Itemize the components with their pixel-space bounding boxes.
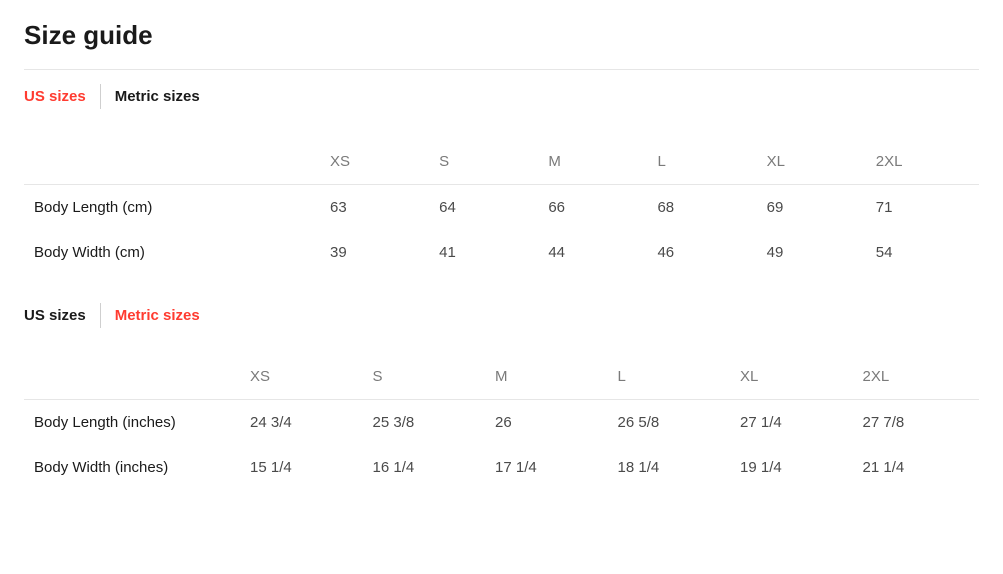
cell: 69 [761, 185, 870, 231]
cell: 71 [870, 185, 979, 231]
cell: 27 1/4 [734, 400, 857, 446]
cell: 63 [324, 185, 433, 231]
table-row: Body Width (inches) 15 1/4 16 1/4 17 1/4… [24, 445, 979, 490]
col-header-xl: XL [761, 139, 870, 185]
unit-tabs: US sizes Metric sizes [24, 84, 979, 109]
col-header-xs: XS [244, 354, 367, 400]
cell: 46 [651, 230, 760, 275]
col-header-s: S [433, 139, 542, 185]
table-row: Body Length (cm) 63 64 66 68 69 71 [24, 185, 979, 231]
cell: 27 7/8 [857, 400, 980, 446]
cell: 39 [324, 230, 433, 275]
cell: 54 [870, 230, 979, 275]
divider [24, 69, 979, 70]
col-header-xs: XS [324, 139, 433, 185]
row-label: Body Length (inches) [24, 400, 244, 446]
cell: 25 3/8 [367, 400, 490, 446]
cell: 64 [433, 185, 542, 231]
row-label: Body Width (inches) [24, 445, 244, 490]
col-header-m: M [542, 139, 651, 185]
cell: 26 [489, 400, 612, 446]
cell: 49 [761, 230, 870, 275]
tab-metric-sizes[interactable]: Metric sizes [100, 303, 214, 328]
col-header-m: M [489, 354, 612, 400]
col-header-l: L [612, 354, 735, 400]
cell: 41 [433, 230, 542, 275]
table-header-row: XS S M L XL 2XL [24, 354, 979, 400]
col-header-blank [24, 354, 244, 400]
table-header-row: XS S M L XL 2XL [24, 139, 979, 185]
col-header-l: L [651, 139, 760, 185]
cell: 16 1/4 [367, 445, 490, 490]
cell: 17 1/4 [489, 445, 612, 490]
col-header-2xl: 2XL [857, 354, 980, 400]
size-section-cm: US sizes Metric sizes XS S M L XL 2XL Bo… [24, 84, 979, 275]
cell: 68 [651, 185, 760, 231]
unit-tabs: US sizes Metric sizes [24, 303, 979, 328]
col-header-2xl: 2XL [870, 139, 979, 185]
tab-us-sizes[interactable]: US sizes [24, 303, 100, 328]
tab-metric-sizes[interactable]: Metric sizes [100, 84, 214, 109]
cell: 18 1/4 [612, 445, 735, 490]
col-header-s: S [367, 354, 490, 400]
row-label: Body Width (cm) [24, 230, 324, 275]
cell: 21 1/4 [857, 445, 980, 490]
cell: 24 3/4 [244, 400, 367, 446]
cell: 15 1/4 [244, 445, 367, 490]
page-title: Size guide [24, 20, 979, 51]
table-row: Body Width (cm) 39 41 44 46 49 54 [24, 230, 979, 275]
cell: 19 1/4 [734, 445, 857, 490]
cell: 26 5/8 [612, 400, 735, 446]
table-row: Body Length (inches) 24 3/4 25 3/8 26 26… [24, 400, 979, 446]
cell: 66 [542, 185, 651, 231]
size-table-cm: XS S M L XL 2XL Body Length (cm) 63 64 6… [24, 139, 979, 275]
size-section-inches: US sizes Metric sizes XS S M L XL 2XL Bo… [24, 303, 979, 490]
tab-us-sizes[interactable]: US sizes [24, 84, 100, 109]
size-table-inches: XS S M L XL 2XL Body Length (inches) 24 … [24, 354, 979, 490]
row-label: Body Length (cm) [24, 185, 324, 231]
cell: 44 [542, 230, 651, 275]
col-header-blank [24, 139, 324, 185]
col-header-xl: XL [734, 354, 857, 400]
